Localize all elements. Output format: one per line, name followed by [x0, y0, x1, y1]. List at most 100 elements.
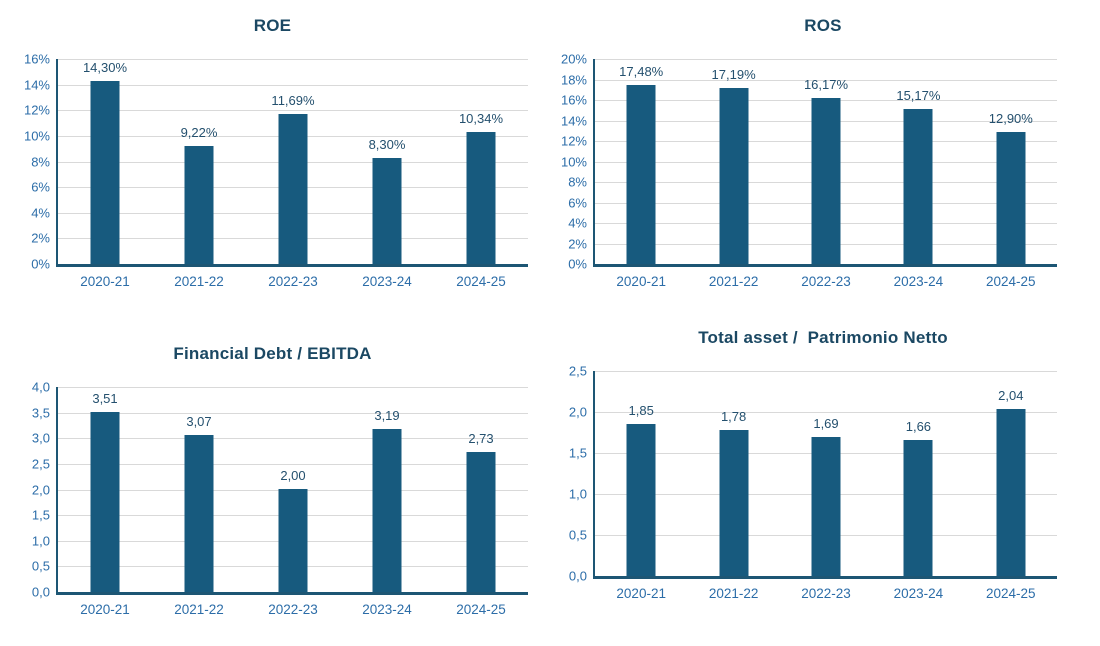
bar-value-label: 9,22% [180, 125, 218, 140]
x-category-label: 2021-22 [174, 602, 224, 617]
x-axis-labels: 2020-21 2021-22 2022-23 2023-24 2024-25 [595, 274, 1057, 294]
y-tick-label: 1,0 [568, 486, 587, 502]
y-tick-label: 8% [31, 154, 50, 169]
y-tick-label: 8% [568, 174, 587, 190]
y-tick-label: 0,5 [568, 527, 587, 543]
bar-value-label: 2,04 [998, 388, 1024, 403]
x-category-label: 2021-22 [708, 274, 759, 289]
y-tick-label: 3,5 [31, 405, 50, 421]
chart-total-asset-patrimonio-netto: Total asset / Patrimonio Netto 0,0 0,5 1,0… [553, 326, 1093, 621]
bar-2020-21 [626, 424, 656, 576]
y-tick-label: 0% [31, 256, 50, 272]
y-tick-label: 18% [560, 72, 587, 87]
y-tick-label: 10% [23, 128, 50, 144]
bar-value-label: 3,07 [186, 414, 212, 429]
y-axis-line [593, 59, 595, 264]
bar-2021-22 [184, 146, 214, 264]
y-tick-label: 0% [568, 256, 587, 272]
y-tick-label: 4% [31, 205, 50, 221]
bar-2020-21 [90, 412, 120, 592]
y-tick-label: 2% [31, 230, 50, 246]
x-category-label: 2022-23 [801, 274, 851, 289]
y-tick-label: 16% [560, 92, 587, 108]
x-axis-line [56, 592, 528, 595]
y-tick-label: 10% [560, 154, 587, 169]
bar-2023-24 [903, 440, 933, 576]
bar-value-label: 15,17% [896, 88, 941, 103]
y-axis-line [56, 59, 58, 264]
x-category-label: 2022-23 [801, 586, 851, 601]
x-axis-line [593, 576, 1057, 579]
y-tick-label: 0,5 [31, 558, 50, 574]
bar-2024-25 [466, 132, 496, 264]
bar-value-label: 11,69% [271, 93, 315, 108]
gridline [58, 438, 528, 440]
bar-value-label: 3,51 [92, 391, 118, 406]
chart-title: Total asset / Patrimonio Netto [698, 328, 948, 347]
bar-2021-22 [719, 430, 749, 576]
bar-2021-22 [719, 88, 749, 264]
x-axis-labels: 2020-21 2021-22 2022-23 2023-24 2024-25 [58, 602, 528, 622]
bar-2024-25 [996, 132, 1026, 264]
gridline [58, 412, 528, 414]
gridline [58, 110, 528, 112]
chart-ros: ROS 0% 2% 4% 6% 8% 10% 12% 14% 16% 18% 20% 17,48% 17… [553, 14, 1093, 314]
bar-2024-25 [996, 409, 1026, 576]
bar-2023-24 [372, 429, 402, 592]
y-axis-line [56, 387, 58, 592]
x-category-label: 2020-21 [80, 602, 130, 617]
bar-value-label: 16,17% [803, 77, 849, 92]
y-tick-label: 20% [560, 51, 587, 67]
x-axis-line [593, 264, 1057, 267]
x-category-label: 2023-24 [893, 274, 944, 289]
bar-value-label: 12,90% [988, 111, 1033, 126]
x-axis-line [56, 264, 528, 267]
bar-value-label: 1,85 [628, 403, 654, 418]
gridline [595, 412, 1057, 413]
y-tick-label: 14% [23, 77, 50, 93]
bar-value-label: 17,19% [711, 67, 756, 82]
y-tick-label: 1,0 [31, 533, 50, 549]
y-tick-label: 12% [23, 102, 50, 118]
x-category-label: 2021-22 [708, 586, 759, 601]
chart-title: ROE [253, 16, 292, 35]
bar-2023-24 [903, 109, 933, 264]
bar-2023-24 [372, 158, 402, 264]
x-category-label: 2023-24 [893, 586, 944, 601]
bar-value-label: 1,66 [905, 419, 932, 434]
gridline [595, 371, 1057, 372]
x-category-label: 2023-24 [362, 602, 412, 617]
y-tick-label: 6% [568, 195, 587, 210]
y-tick-label: 1,5 [31, 507, 50, 523]
gridline [595, 59, 1057, 60]
plot-area: 0% 2% 4% 6% 8% 10% 12% 14% 16% 14,30% 9,22% 11,69% 8… [24, 52, 528, 272]
x-category-label: 2024-25 [456, 274, 506, 289]
y-tick-label: 4,0 [31, 379, 50, 395]
x-axis-labels: 2020-21 2021-22 2022-23 2023-24 2024-25 [58, 274, 528, 294]
bar-value-label: 2,73 [468, 431, 494, 446]
gridline [595, 79, 1057, 81]
x-category-label: 2023-24 [362, 274, 412, 289]
x-category-label: 2022-23 [268, 602, 318, 617]
bar-value-label: 17,48% [619, 64, 664, 79]
x-category-label: 2022-23 [268, 274, 318, 289]
bar-value-label: 10,34% [458, 111, 504, 126]
chart-roe: ROE 0% 2% 4% 6% 8% 10% 12% 14% 16% 14,30% 9,22% 11,… [10, 14, 535, 314]
y-tick-label: 12% [560, 133, 587, 149]
x-category-label: 2024-25 [986, 586, 1036, 601]
bar-2020-21 [626, 85, 656, 264]
gridline [58, 59, 528, 60]
bar-2022-23 [278, 114, 308, 264]
y-tick-label: 3,0 [31, 430, 50, 446]
bar-2021-22 [184, 435, 214, 592]
bar-2022-23 [278, 489, 308, 592]
gridline [58, 387, 528, 388]
plot-area: 0% 2% 4% 6% 8% 10% 12% 14% 16% 18% 20% 17,48% 17,19%… [561, 52, 1057, 272]
bar-value-label: 3,19 [374, 408, 400, 423]
y-tick-label: 0,0 [568, 568, 587, 584]
plot-area: 0,0 0,5 1,0 1,5 2,0 2,5 3,0 3,5 4,0 3,51 3,07 2,00 3… [32, 380, 528, 600]
y-tick-label: 2,0 [568, 404, 587, 420]
y-tick-label: 4% [568, 215, 587, 231]
chart-financial-debt-ebitda: Financial Debt / EBITDA 0,0 0,5 1,0 1,5 2,0 2… [10, 342, 535, 637]
bar-2022-23 [811, 98, 841, 264]
